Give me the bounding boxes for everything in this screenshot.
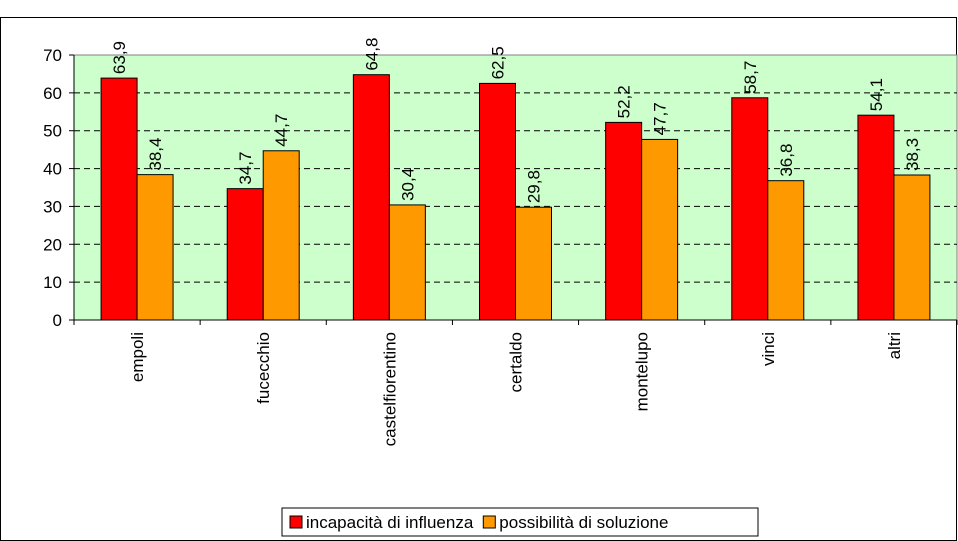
- value-label: 34,7: [236, 152, 255, 185]
- x-tick-label: altri: [885, 332, 904, 359]
- y-tick-label: 0: [53, 311, 62, 330]
- value-label: 63,9: [110, 41, 129, 74]
- value-label: 54,1: [867, 78, 886, 111]
- value-label: 64,8: [362, 38, 381, 71]
- bar: [388, 204, 426, 321]
- x-tick-label: vinci: [759, 332, 778, 366]
- value-label: 58,7: [741, 61, 760, 94]
- value-label: 36,8: [777, 144, 796, 177]
- value-label: 29,8: [525, 170, 544, 203]
- x-tick-label: fucecchio: [254, 332, 273, 404]
- value-label: 62,5: [489, 46, 508, 79]
- x-tick-label: empoli: [128, 332, 147, 382]
- bar: [479, 82, 516, 321]
- bar: [893, 174, 931, 321]
- bar: [731, 97, 769, 321]
- bar: [262, 150, 300, 321]
- x-tick-label: montelupo: [633, 332, 652, 411]
- bar: [515, 206, 552, 321]
- value-label: 38,3: [903, 138, 922, 171]
- y-tick-label: 40: [43, 160, 62, 179]
- bar: [100, 77, 138, 321]
- y-tick-label: 70: [43, 46, 62, 65]
- bar: [352, 74, 390, 321]
- legend-swatch: [289, 515, 303, 529]
- bar: [857, 114, 895, 321]
- bar: [136, 174, 174, 321]
- x-tick-label: certaldo: [507, 332, 526, 392]
- y-tick-label: 60: [43, 84, 62, 103]
- y-tick-label: 20: [43, 235, 62, 254]
- value-label: 52,2: [615, 85, 634, 118]
- value-label: 47,7: [651, 102, 670, 135]
- value-label: 44,7: [272, 114, 291, 147]
- x-tick-label: castelfiorentino: [380, 332, 399, 446]
- bar: [226, 188, 264, 321]
- legend-label: possibilità di soluzione: [499, 513, 668, 532]
- y-tick-label: 30: [43, 197, 62, 216]
- y-tick-label: 10: [43, 273, 62, 292]
- bar: [767, 180, 805, 321]
- value-label: 38,4: [146, 138, 165, 171]
- value-label: 30,4: [398, 168, 417, 201]
- bar: [641, 138, 679, 321]
- y-tick-label: 50: [43, 122, 62, 141]
- legend-label: incapacità di influenza: [306, 513, 474, 532]
- legend-box: [281, 507, 759, 537]
- legend-swatch: [482, 515, 496, 529]
- bar: [605, 121, 643, 321]
